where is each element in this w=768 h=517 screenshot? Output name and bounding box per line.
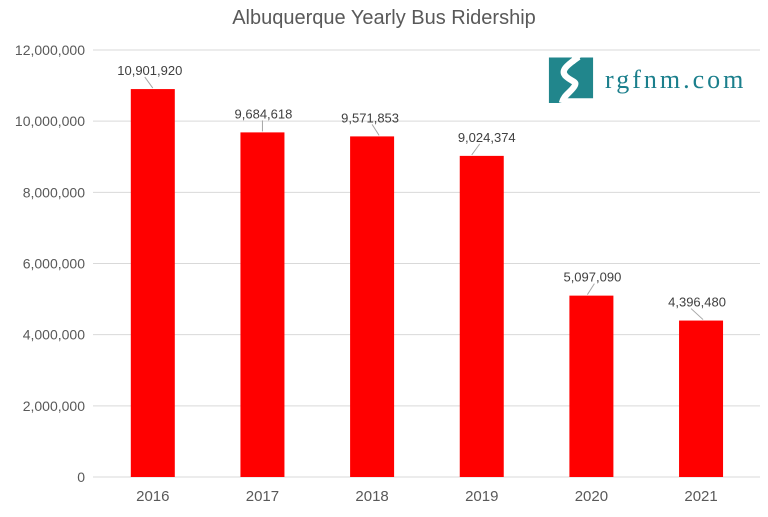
bar-2016 [130, 89, 175, 477]
data-label-2019: 9,024,374 [458, 130, 516, 145]
y-axis-label: 0 [77, 469, 85, 485]
x-axis-label-2018: 2018 [355, 488, 388, 505]
data-label-2021: 4,396,480 [668, 295, 726, 310]
rgfnm-logo: rgfnm.com [546, 56, 746, 104]
bar-2020 [569, 295, 614, 477]
data-label-leader-line [471, 143, 481, 156]
new-mexico-river-icon [548, 56, 594, 104]
data-label-2016: 10,901,920 [117, 63, 182, 78]
bar-2017 [240, 132, 285, 477]
y-axis-label: 8,000,000 [23, 184, 85, 200]
y-axis-label: 6,000,000 [23, 256, 85, 272]
data-label-leader-line [144, 76, 154, 89]
data-label-leader-line [690, 308, 704, 320]
y-axis-label: 10,000,000 [15, 113, 85, 129]
x-axis-label-2016: 2016 [136, 488, 169, 505]
x-axis-label-2019: 2019 [465, 488, 498, 505]
data-label-2020: 5,097,090 [563, 270, 621, 285]
y-axis-label: 2,000,000 [23, 398, 85, 414]
bar-2021 [679, 320, 724, 477]
bar-2018 [350, 136, 395, 478]
y-axis-label: 12,000,000 [15, 42, 85, 58]
x-axis-label-2020: 2020 [575, 488, 608, 505]
data-label-2018: 9,571,853 [341, 110, 399, 125]
data-label-2017: 9,684,618 [235, 106, 293, 121]
y-axis-label: 4,000,000 [23, 327, 85, 343]
chart-title: Albuquerque Yearly Bus Ridership [232, 7, 536, 29]
logo-text: rgfnm.com [605, 65, 747, 94]
data-label-leader-line [371, 124, 380, 136]
bar-2019 [459, 155, 504, 477]
x-axis-label-2017: 2017 [246, 488, 279, 505]
data-label-leader-line [586, 283, 595, 295]
x-axis-label-2021: 2021 [684, 488, 717, 505]
